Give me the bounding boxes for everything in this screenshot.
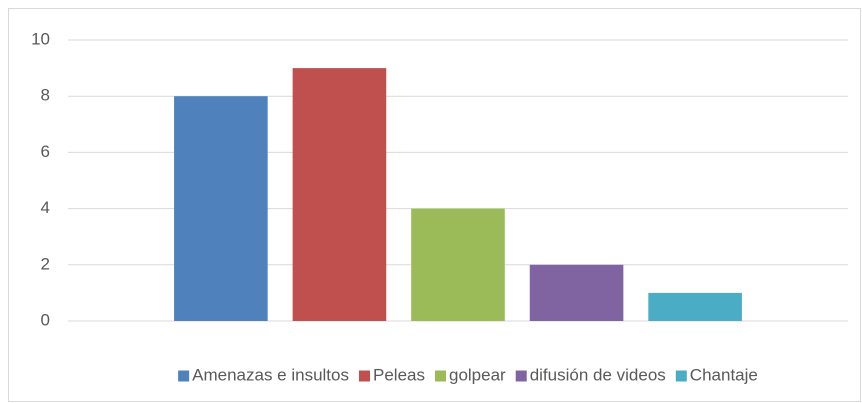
- legend-swatch: [515, 370, 527, 382]
- legend-label: Amenazas e insultos: [192, 365, 349, 384]
- legend-swatch: [675, 370, 687, 382]
- bar: [174, 96, 268, 321]
- y-tick-label: 8: [41, 86, 50, 105]
- bar: [648, 292, 742, 321]
- legend-swatch: [434, 370, 446, 382]
- y-tick-label: 6: [41, 142, 50, 161]
- y-tick-label: 10: [31, 29, 50, 48]
- y-tick-label: 2: [41, 254, 50, 273]
- legend-label: Chantaje: [690, 365, 758, 384]
- legend-label: Peleas: [373, 365, 425, 384]
- legend-label: difusión de videos: [530, 365, 666, 384]
- legend-swatch: [178, 370, 190, 382]
- bar: [529, 264, 624, 321]
- legend-label: golpear: [449, 365, 506, 384]
- bar: [411, 208, 505, 321]
- legend-swatch: [359, 370, 371, 382]
- chart-border: [8, 8, 861, 402]
- y-tick-label: 0: [41, 310, 50, 329]
- y-tick-label: 4: [41, 198, 50, 217]
- bar: [292, 68, 387, 321]
